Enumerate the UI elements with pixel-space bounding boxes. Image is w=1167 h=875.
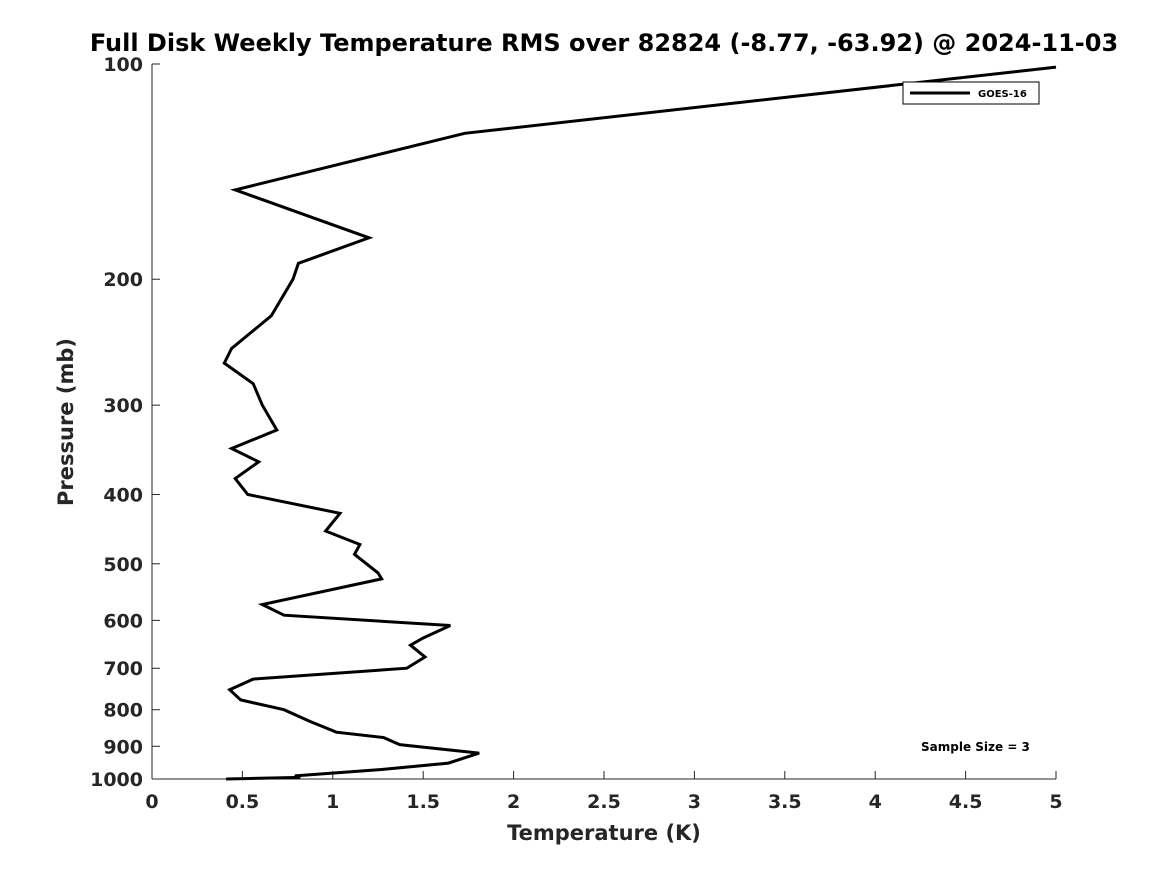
- x-tick-label: 1: [326, 791, 339, 813]
- y-tick-label: 1000: [90, 769, 143, 791]
- x-tick-label: 4.5: [949, 791, 983, 813]
- x-axis-ticks: 0 0.5 1 1.5 2 2.5 3 3.5 4 4.5 5: [145, 771, 1063, 813]
- y-tick-label: 600: [103, 610, 143, 632]
- y-axis-ticks: 100 200 300 400 500 600 700 800 900 1000: [90, 54, 160, 791]
- x-tick-label: 4: [869, 791, 882, 813]
- sample-size-annotation: Sample Size = 3: [921, 740, 1030, 754]
- y-axis-label: Pressure (mb): [54, 338, 78, 506]
- y-tick-label: 700: [103, 658, 143, 680]
- y-tick-label: 300: [103, 395, 143, 417]
- series-layer: [222, 65, 1057, 781]
- x-axis-label: Temperature (K): [507, 821, 701, 845]
- x-tick-label: 5: [1049, 791, 1062, 813]
- x-tick-label: 3.5: [768, 791, 802, 813]
- x-tick-label: 2: [507, 791, 520, 813]
- y-tick-label: 500: [103, 554, 143, 576]
- y-tick-label: 800: [103, 700, 143, 722]
- x-tick-label: 0.5: [226, 791, 260, 813]
- legend-entry-goes-16: GOES-16: [978, 89, 1027, 100]
- legend: GOES-16: [902, 81, 1040, 105]
- x-tick-label: 0: [145, 791, 158, 813]
- x-tick-label: 1.5: [406, 791, 440, 813]
- chart-title: Full Disk Weekly Temperature RMS over 82…: [90, 29, 1118, 57]
- y-tick-label: 400: [103, 484, 143, 506]
- y-tick-label: 100: [103, 54, 143, 76]
- legend-box: [902, 81, 1040, 105]
- x-tick-label: 2.5: [587, 791, 621, 813]
- x-tick-label: 3: [688, 791, 701, 813]
- series-line-goes-16: [222, 65, 1057, 781]
- y-tick-label: 900: [103, 736, 143, 758]
- y-tick-label: 200: [103, 269, 143, 291]
